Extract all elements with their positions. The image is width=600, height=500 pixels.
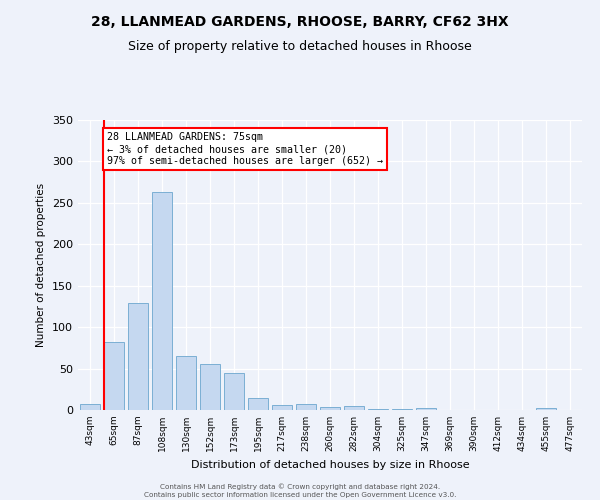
Text: Contains HM Land Registry data © Crown copyright and database right 2024.
Contai: Contains HM Land Registry data © Crown c… <box>144 484 456 498</box>
Text: Size of property relative to detached houses in Rhoose: Size of property relative to detached ho… <box>128 40 472 53</box>
Bar <box>392 409 412 410</box>
Bar <box>536 408 556 410</box>
Bar <box>224 372 244 410</box>
Bar <box>200 364 220 410</box>
Text: 28, LLANMEAD GARDENS, RHOOSE, BARRY, CF62 3HX: 28, LLANMEAD GARDENS, RHOOSE, BARRY, CF6… <box>91 15 509 29</box>
Bar <box>272 405 292 410</box>
Bar <box>296 404 316 410</box>
X-axis label: Distribution of detached houses by size in Rhoose: Distribution of detached houses by size … <box>191 460 469 469</box>
Bar <box>176 356 196 410</box>
Bar <box>368 409 388 410</box>
Bar <box>128 303 148 410</box>
Bar <box>416 408 436 410</box>
Bar <box>152 192 172 410</box>
Bar <box>248 398 268 410</box>
Text: 28 LLANMEAD GARDENS: 75sqm
← 3% of detached houses are smaller (20)
97% of semi-: 28 LLANMEAD GARDENS: 75sqm ← 3% of detac… <box>107 132 383 166</box>
Bar <box>80 404 100 410</box>
Bar <box>344 406 364 410</box>
Bar <box>320 406 340 410</box>
Bar <box>104 342 124 410</box>
Y-axis label: Number of detached properties: Number of detached properties <box>37 183 46 347</box>
